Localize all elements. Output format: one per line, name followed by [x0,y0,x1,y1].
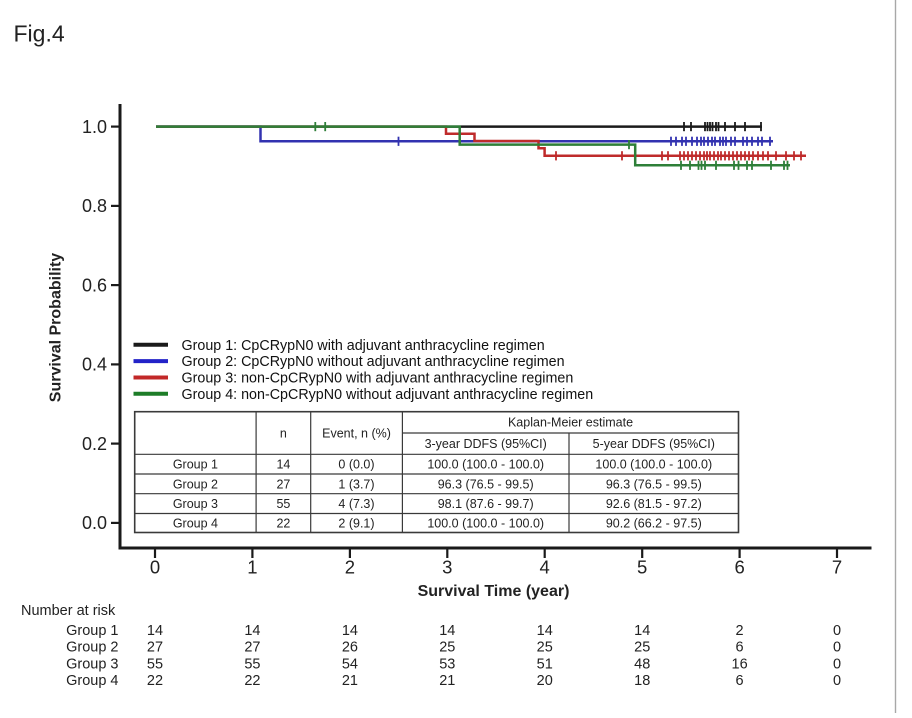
svg-text:16: 16 [732,656,748,672]
svg-text:48: 48 [634,656,650,672]
svg-text:3-year DDFS (95%CI): 3-year DDFS (95%CI) [425,437,547,451]
svg-text:21: 21 [439,673,455,689]
svg-text:Kaplan-Meier estimate: Kaplan-Meier estimate [508,416,633,430]
svg-text:14: 14 [342,623,358,639]
svg-text:0.8: 0.8 [82,196,107,216]
svg-text:Event, n (%): Event, n (%) [322,426,391,440]
svg-text:4 (7.3): 4 (7.3) [338,497,374,511]
svg-text:14: 14 [439,623,455,639]
svg-text:0.2: 0.2 [82,434,107,454]
svg-text:6: 6 [734,557,744,578]
svg-text:0: 0 [833,640,841,656]
svg-text:Group 3: non-CpCRypN0 with adj: Group 3: non-CpCRypN0 with adjuvant anth… [182,371,574,387]
svg-text:Number at risk: Number at risk [21,603,116,619]
svg-text:1.0: 1.0 [82,117,107,137]
svg-text:Group 2: Group 2 [66,640,118,656]
svg-text:0: 0 [150,557,160,578]
svg-text:6: 6 [736,673,744,689]
svg-text:Survival Time (year): Survival Time (year) [418,583,570,600]
svg-text:25: 25 [439,640,455,656]
svg-text:55: 55 [147,656,163,672]
svg-text:22: 22 [276,516,290,530]
svg-text:100.0 (100.0 - 100.0): 100.0 (100.0 - 100.0) [427,458,544,472]
svg-text:Fig.4: Fig.4 [14,21,65,47]
svg-text:Group 2: CpCRypN0 without adju: Group 2: CpCRypN0 without adjuvant anthr… [182,354,565,370]
svg-text:2: 2 [736,623,744,639]
svg-text:55: 55 [276,497,290,511]
svg-text:27: 27 [147,640,163,656]
svg-text:90.2 (66.2 - 97.5): 90.2 (66.2 - 97.5) [606,516,702,530]
svg-text:27: 27 [244,640,260,656]
svg-text:6: 6 [736,640,744,656]
svg-text:0: 0 [833,623,841,639]
svg-text:14: 14 [147,623,163,639]
svg-text:7: 7 [832,557,842,578]
svg-text:0 (0.0): 0 (0.0) [338,458,374,472]
svg-text:Survival Probability: Survival Probability [48,253,65,402]
svg-text:14: 14 [634,623,650,639]
svg-text:98.1 (87.6 - 99.7): 98.1 (87.6 - 99.7) [438,497,534,511]
svg-text:26: 26 [342,640,358,656]
svg-text:25: 25 [537,640,553,656]
svg-text:0.0: 0.0 [82,513,107,533]
svg-text:0: 0 [833,656,841,672]
svg-text:1: 1 [247,557,257,578]
svg-text:Group 4: non-CpCRypN0 without: Group 4: non-CpCRypN0 without adjuvant a… [182,387,594,403]
svg-text:96.3 (76.5 - 99.5): 96.3 (76.5 - 99.5) [606,477,702,491]
svg-text:100.0 (100.0 - 100.0): 100.0 (100.0 - 100.0) [427,516,544,530]
svg-text:14: 14 [276,458,290,472]
svg-text:0.4: 0.4 [82,355,107,375]
svg-text:25: 25 [634,640,650,656]
svg-text:22: 22 [244,673,260,689]
svg-text:Group 2: Group 2 [173,477,218,491]
svg-text:5-year DDFS (95%CI): 5-year DDFS (95%CI) [593,437,715,451]
svg-text:27: 27 [276,477,290,491]
svg-text:0: 0 [833,673,841,689]
svg-text:n: n [280,426,287,440]
svg-text:21: 21 [342,673,358,689]
svg-text:18: 18 [634,673,650,689]
svg-text:Group 1: Group 1 [173,458,218,472]
svg-text:5: 5 [637,557,647,578]
svg-text:Group 4: Group 4 [173,516,218,530]
svg-text:Group 4: Group 4 [66,673,118,689]
svg-text:92.6 (81.5 - 97.2): 92.6 (81.5 - 97.2) [606,497,702,511]
svg-text:14: 14 [244,623,260,639]
svg-text:1 (3.7): 1 (3.7) [338,477,374,491]
svg-text:96.3 (76.5 - 99.5): 96.3 (76.5 - 99.5) [438,477,534,491]
svg-text:3: 3 [442,557,452,578]
svg-text:55: 55 [244,656,260,672]
svg-text:14: 14 [537,623,553,639]
svg-text:54: 54 [342,656,358,672]
svg-text:2 (9.1): 2 (9.1) [338,516,374,530]
svg-text:Group 1: CpCRypN0 with adjuvan: Group 1: CpCRypN0 with adjuvant anthracy… [182,338,545,354]
svg-text:20: 20 [537,673,553,689]
svg-text:0.6: 0.6 [82,275,107,295]
svg-text:53: 53 [439,656,455,672]
svg-text:100.0 (100.0 - 100.0): 100.0 (100.0 - 100.0) [595,458,712,472]
svg-text:Group 1: Group 1 [66,623,118,639]
svg-text:51: 51 [537,656,553,672]
svg-text:Group 3: Group 3 [66,656,118,672]
svg-text:4: 4 [540,557,550,578]
svg-text:Group 3: Group 3 [173,497,218,511]
svg-text:2: 2 [345,557,355,578]
svg-text:22: 22 [147,673,163,689]
